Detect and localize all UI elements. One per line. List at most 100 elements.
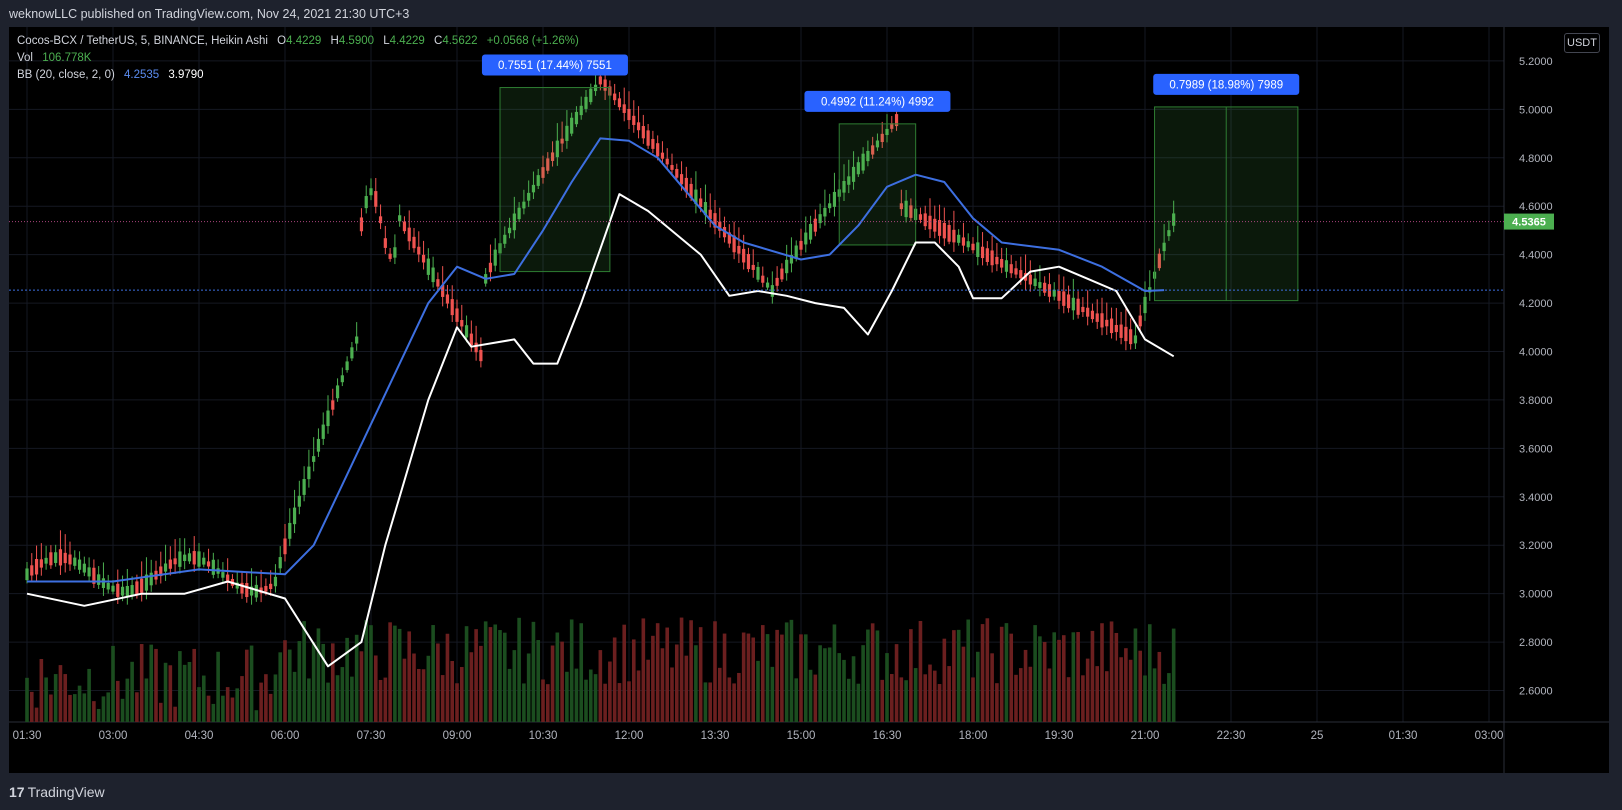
volume-bar [541,679,545,722]
volume-bar [321,643,326,722]
candle-body [240,582,244,594]
candle-body [159,566,163,577]
volume-bar [68,694,72,722]
candle-body [622,104,626,113]
volume-bar [144,678,149,722]
measure-label: 0.7551 (17.44%) 7551 [498,60,612,72]
candle-body [49,552,53,566]
candle-body [1119,324,1123,338]
candle-body [183,554,187,561]
symbol-label[interactable]: Cocos-BCX / TetherUS, 5, BINANCE, Heikin… [17,35,268,47]
volume-bar [608,661,612,722]
price-chart[interactable]: 5.2000 5.0000 4.8000 4.6000 4.4000 4.2000 4.00… [9,27,1609,773]
x-tick-label: 01:30 [13,730,42,742]
close-key: C [434,35,443,47]
volume-bar [507,668,512,722]
candle-body [192,551,196,565]
currency-button[interactable]: USDT [1564,33,1600,53]
candle-body [775,277,779,286]
volume-bar [1023,649,1028,722]
candle-body [125,586,129,597]
candle-body [952,229,956,243]
volume-bar [818,645,822,722]
candle-body [44,557,48,564]
candle-body [555,140,559,158]
volume-bar [794,678,799,722]
candle-body [144,574,149,591]
candle-body [804,232,808,245]
volume-bar [135,692,139,722]
volume-bar [469,652,474,722]
volume-bar [58,665,63,722]
volume-bar [335,675,340,722]
volume-bar [249,645,254,722]
bb-basis-line [27,137,1165,583]
volume-bar [565,671,569,722]
candle-body [1081,306,1085,313]
candle-body [82,563,86,573]
volume-bar [1138,650,1143,722]
volume-bar [526,653,531,722]
volume-label[interactable]: Vol [17,52,33,64]
candle-body [488,262,493,273]
candle-body [627,108,631,121]
candle-body [737,245,741,254]
candle-body [63,552,67,564]
tradingview-logo[interactable]: 17 TradingView [9,784,105,800]
volume-bar [488,627,493,722]
candle-body [708,209,712,220]
volume-bar [1042,642,1047,722]
volume-bar [297,641,302,722]
candle-body [517,207,521,220]
candle-body [1000,258,1004,268]
volume-bar [330,643,335,722]
volume-bar [77,685,82,722]
candle-body [765,282,770,288]
high-key: H [330,35,339,47]
candle-body [469,333,473,346]
volume-bar [221,695,225,722]
candle-body [899,203,903,210]
candle-body [1100,313,1104,328]
volume-bar [1009,633,1014,722]
x-tick-label: 01:30 [1389,730,1418,742]
volume-bar [636,670,641,722]
volume-bar [29,691,34,722]
candle-body [947,225,951,242]
volume-bar [550,645,555,722]
chart-area[interactable]: 5.2000 5.0000 4.8000 4.6000 4.4000 4.2000 4.00… [9,27,1609,773]
candle-body [823,207,827,217]
volume-bar [674,644,679,722]
volume-bar [393,625,397,722]
candle-body [842,180,846,193]
candle-body [407,227,411,242]
x-tick-label: 19:30 [1045,730,1074,742]
volume-bar [617,683,622,722]
volume-bar [823,648,827,722]
volume-bar [545,684,550,722]
volume-bar [1071,632,1076,722]
volume-bar [235,688,240,722]
volume-bar [913,668,918,722]
volume-bar [1028,666,1033,722]
candle-body [493,249,497,266]
candle-body [269,583,273,590]
candle-body [1071,297,1075,311]
candle-body [718,221,722,231]
volume-bar [445,633,450,722]
candle-body [254,584,258,598]
volume-bar [598,650,603,722]
candle-body [1143,296,1147,314]
candle-body [335,385,340,399]
x-tick-label: 13:30 [701,730,730,742]
volume-bar [225,687,230,722]
measure-box [838,123,917,246]
volume-bar [588,669,593,722]
volume-bar [278,652,283,722]
volume-bar [990,653,994,722]
candle-body [450,299,454,316]
candle-body [87,567,91,577]
bb-label[interactable]: BB (20, close, 2, 0) [17,69,115,81]
volume-bar [870,623,875,722]
candle-body [937,220,942,236]
